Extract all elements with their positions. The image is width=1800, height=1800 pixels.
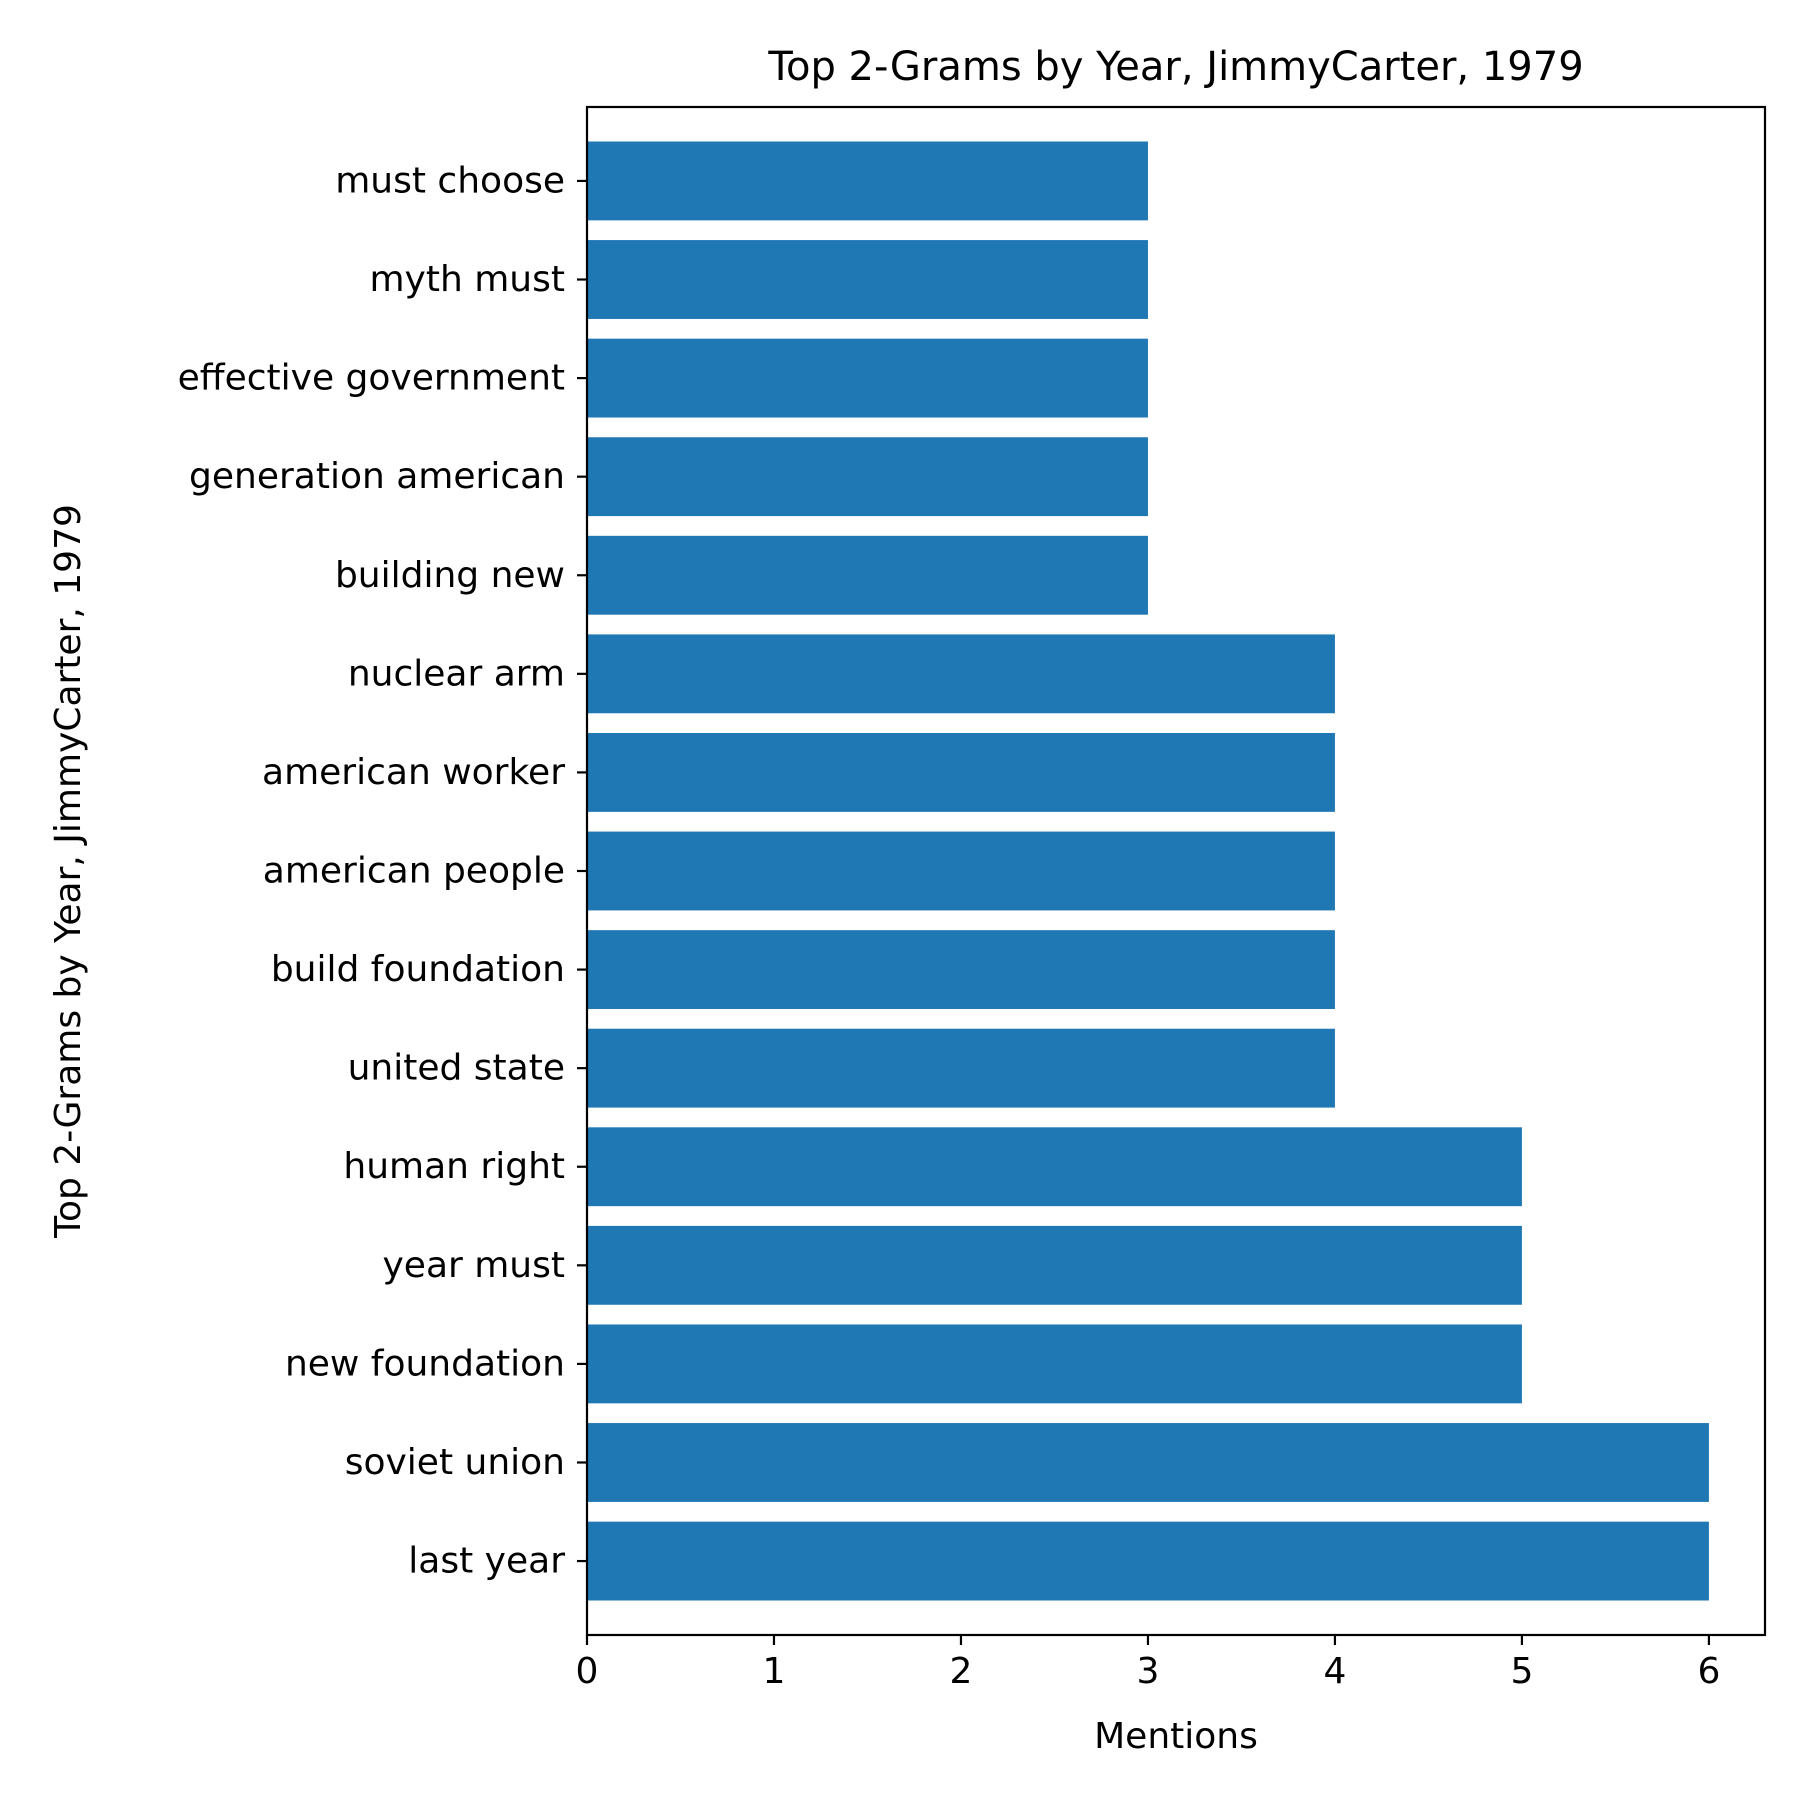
- bar-last-year: [587, 1521, 1709, 1601]
- y-tick-label: human right: [343, 1146, 565, 1187]
- bar-american-worker: [587, 732, 1335, 812]
- x-tick-label: 3: [1136, 1651, 1159, 1692]
- x-tick-label: 0: [576, 1651, 599, 1692]
- bar-nuclear-arm: [587, 634, 1335, 714]
- x-tick-label: 5: [1510, 1651, 1533, 1692]
- y-tick-label: myth must: [369, 259, 565, 300]
- y-tick-label: american people: [263, 851, 565, 892]
- y-tick-label: american worker: [262, 752, 565, 793]
- y-tick-label: soviet union: [345, 1442, 565, 1483]
- y-tick-label: year must: [382, 1245, 565, 1286]
- x-tick-label: 1: [763, 1651, 786, 1692]
- bar-build-foundation: [587, 930, 1335, 1010]
- y-tick-label: united state: [348, 1048, 565, 1089]
- y-tick-label: building new: [335, 555, 565, 596]
- bar-generation-american: [587, 437, 1148, 517]
- y-tick-label: nuclear arm: [348, 653, 565, 694]
- chart-title: Top 2-Grams by Year, JimmyCarter, 1979: [767, 44, 1583, 90]
- y-tick-label: effective government: [178, 358, 565, 399]
- x-axis-label: Mentions: [1094, 1716, 1258, 1757]
- y-tick-label: generation american: [189, 456, 565, 497]
- bar-year-must: [587, 1225, 1522, 1305]
- y-tick-label: new foundation: [285, 1343, 565, 1384]
- x-axis-ticks: 0 1 2 3 4 5 6: [576, 1635, 1720, 1692]
- y-tick-label: last year: [408, 1541, 565, 1582]
- bars-group: [587, 141, 1709, 1601]
- x-tick-label: 2: [950, 1651, 973, 1692]
- bar-building-new: [587, 535, 1148, 615]
- bar-new-foundation: [587, 1324, 1522, 1404]
- bar-american-people: [587, 831, 1335, 911]
- bar-united-state: [587, 1028, 1335, 1108]
- bar-must-choose: [587, 141, 1148, 221]
- bar-effective-government: [587, 338, 1148, 418]
- y-axis-ticks: last year soviet union new foundation year …: [178, 160, 587, 1582]
- bar-soviet-union: [587, 1423, 1709, 1502]
- y-axis-label: Top 2-Grams by Year, JimmyCarter, 1979: [48, 504, 89, 1239]
- y-tick-label: must choose: [335, 160, 565, 201]
- x-tick-label: 4: [1323, 1651, 1346, 1692]
- bar-human-right: [587, 1127, 1522, 1207]
- y-tick-label: build foundation: [271, 949, 565, 990]
- bar-myth-must: [587, 240, 1148, 319]
- x-tick-label: 6: [1697, 1651, 1720, 1692]
